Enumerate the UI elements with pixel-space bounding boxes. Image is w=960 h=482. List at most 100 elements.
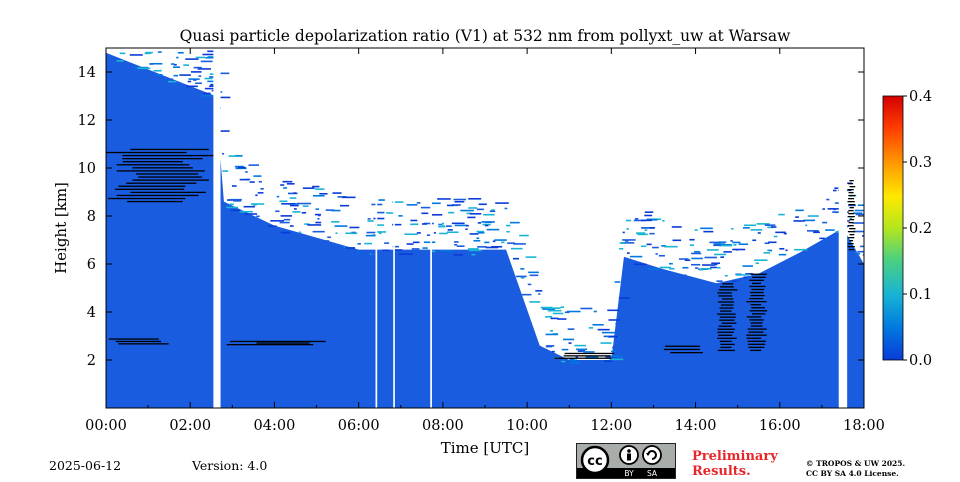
signal-speckle [406, 204, 418, 206]
signal-speckle [783, 232, 787, 235]
signal-speckle [279, 221, 290, 224]
y-tick-label: 6 [87, 257, 96, 273]
signal-speckle [279, 200, 288, 203]
signal-speckle [545, 345, 553, 348]
signal-speckle [832, 211, 844, 213]
cloud-streak [721, 298, 734, 300]
signal-speckle [237, 166, 246, 169]
signal-speckle [547, 307, 561, 309]
data-gap [838, 48, 848, 408]
signal-speckle [484, 241, 490, 244]
signal-speckle [569, 361, 578, 364]
signal-speckle [807, 215, 819, 217]
cloud-streak [750, 294, 765, 297]
signal-speckle [317, 217, 320, 220]
signal-speckle [778, 253, 787, 256]
signal-speckle [644, 229, 648, 231]
signal-speckle [560, 306, 565, 308]
signal-speckle [770, 226, 777, 228]
signal-speckle [441, 222, 445, 225]
signal-speckle [469, 233, 479, 235]
signal-speckle [144, 52, 151, 55]
signal-speckle [626, 252, 630, 254]
signal-speckle [195, 82, 202, 85]
signal-speckle [454, 200, 465, 203]
signal-speckle [767, 241, 777, 244]
cloud-streak [718, 325, 732, 327]
cloud-streak [848, 195, 856, 197]
signal-speckle [550, 330, 554, 332]
signal-speckle [706, 249, 719, 251]
signal-speckle [421, 223, 427, 225]
signal-speckle [619, 242, 626, 244]
signal-speckle [446, 231, 459, 234]
signal-speckle [732, 241, 741, 244]
signal-speckle [467, 248, 479, 250]
license-badge[interactable]: cc BY SA [576, 443, 676, 479]
signal-speckle [314, 188, 325, 190]
signal-speckle [204, 87, 216, 90]
cloud-streak [746, 301, 767, 303]
signal-speckle [478, 232, 485, 234]
signal-speckle [367, 218, 371, 220]
signal-speckle [568, 342, 572, 344]
signal-speckle [451, 222, 465, 225]
signal-speckle [456, 245, 465, 247]
cloud-streak [554, 357, 612, 359]
cloud-streak [848, 249, 855, 251]
signal-speckle [234, 165, 244, 168]
signal-speckle [453, 198, 467, 201]
signal-speckle [682, 266, 689, 269]
cloud-streak [720, 343, 735, 346]
signal-speckle [724, 274, 728, 277]
signal-speckle [813, 231, 820, 234]
signal-speckle [691, 252, 702, 255]
y-axis: 2 4 6 8 10 12 14 [78, 65, 864, 369]
signal-speckle [513, 243, 526, 245]
signal-speckle [335, 232, 338, 234]
cloud-streak [751, 288, 765, 291]
signal-speckle [574, 362, 580, 364]
cloud-streak [749, 279, 764, 281]
cloud-streak [849, 180, 854, 182]
signal-speckle [669, 262, 673, 265]
cloud-streak [847, 243, 854, 245]
colorbar-tick-label: 0.1 [909, 287, 932, 303]
signal-speckle [197, 68, 212, 70]
signal-speckle [569, 359, 578, 362]
y-tick-label: 4 [87, 305, 96, 321]
signal-speckle [659, 266, 672, 269]
cloud-streak [849, 219, 855, 221]
signal-speckle [410, 223, 414, 226]
cc-icon: cc [580, 445, 610, 475]
cloud-streak [717, 328, 735, 330]
x-tick-label: 16:00 [759, 418, 801, 434]
signal-speckle [168, 80, 177, 83]
signal-speckle [678, 258, 689, 260]
signal-speckle [203, 92, 211, 95]
signal-speckle [583, 351, 595, 353]
signal-speckle [233, 200, 242, 202]
signal-speckle [229, 203, 234, 206]
signal-speckle [785, 249, 788, 252]
cloud-streak [126, 182, 197, 184]
signal-speckle [204, 77, 213, 80]
signal-speckle [438, 225, 446, 228]
signal-speckle [412, 241, 420, 244]
signal-speckle [827, 208, 840, 210]
footer-version: Version: 4.0 [192, 458, 268, 473]
signal-speckle [506, 230, 510, 233]
cloud-streak [746, 334, 767, 336]
signal-speckle [648, 219, 658, 221]
signal-speckle [567, 328, 575, 330]
cloud-streak [750, 325, 763, 327]
cloud-streak [748, 346, 765, 349]
signal-speckle [439, 250, 454, 252]
cloud-streak [752, 276, 766, 278]
signal-speckle [552, 312, 564, 315]
signal-speckle [471, 253, 476, 256]
cloud-streak [256, 342, 310, 344]
signal-speckle [170, 63, 175, 65]
cloud-streak [746, 316, 762, 318]
signal-speckle [735, 281, 742, 283]
